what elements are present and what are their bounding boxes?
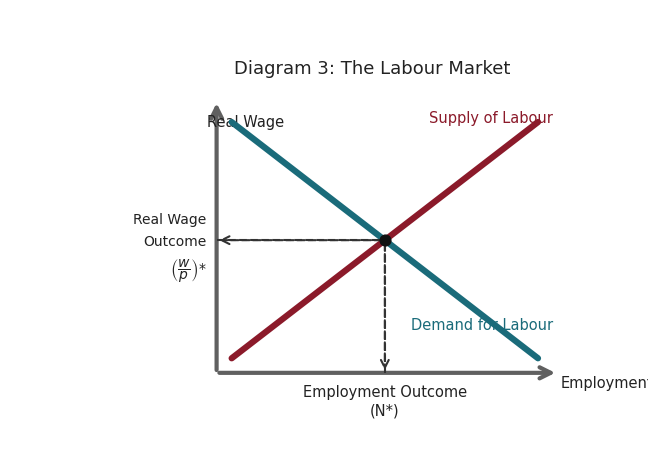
Text: Employment: Employment (561, 377, 648, 391)
Text: Demand for Labour: Demand for Labour (411, 318, 553, 333)
Text: Employment Outcome: Employment Outcome (303, 385, 467, 400)
Text: Real Wage: Real Wage (207, 115, 284, 130)
Text: Real Wage: Real Wage (133, 213, 207, 227)
Text: $\left(\dfrac{w}{p}\right)$*: $\left(\dfrac{w}{p}\right)$* (170, 257, 207, 285)
Text: (N*): (N*) (370, 404, 400, 419)
Text: Outcome: Outcome (143, 235, 207, 249)
Point (380, 236, 390, 244)
Text: Supply of Labour: Supply of Labour (429, 111, 553, 126)
Text: Diagram 3: The Labour Market: Diagram 3: The Labour Market (234, 60, 511, 78)
